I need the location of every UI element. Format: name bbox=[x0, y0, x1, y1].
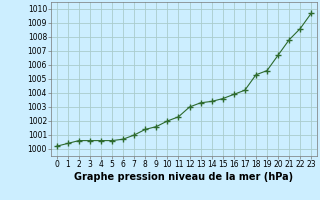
X-axis label: Graphe pression niveau de la mer (hPa): Graphe pression niveau de la mer (hPa) bbox=[75, 172, 293, 182]
